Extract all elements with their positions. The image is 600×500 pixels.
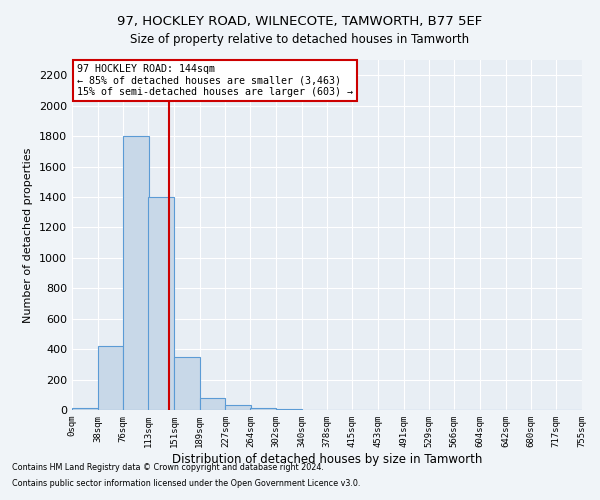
Bar [276, 409, 302, 410]
Bar [124, 136, 149, 410]
Text: 97, HOCKLEY ROAD, WILNECOTE, TAMWORTH, B77 5EF: 97, HOCKLEY ROAD, WILNECOTE, TAMWORTH, B… [118, 15, 482, 28]
X-axis label: Distribution of detached houses by size in Tamworth: Distribution of detached houses by size … [172, 452, 482, 466]
Bar [226, 406, 251, 410]
Text: Contains HM Land Registry data © Crown copyright and database right 2024.: Contains HM Land Registry data © Crown c… [12, 464, 324, 472]
Text: 97 HOCKLEY ROAD: 144sqm
← 85% of detached houses are smaller (3,463)
15% of semi: 97 HOCKLEY ROAD: 144sqm ← 85% of detache… [77, 64, 353, 96]
Y-axis label: Number of detached properties: Number of detached properties [23, 148, 34, 322]
Text: Contains public sector information licensed under the Open Government Licence v3: Contains public sector information licen… [12, 478, 361, 488]
Bar [174, 356, 200, 410]
Bar [72, 408, 98, 410]
Bar [250, 408, 276, 410]
Bar [200, 398, 226, 410]
Text: Size of property relative to detached houses in Tamworth: Size of property relative to detached ho… [130, 32, 470, 46]
Bar [98, 346, 124, 410]
Bar [148, 197, 174, 410]
